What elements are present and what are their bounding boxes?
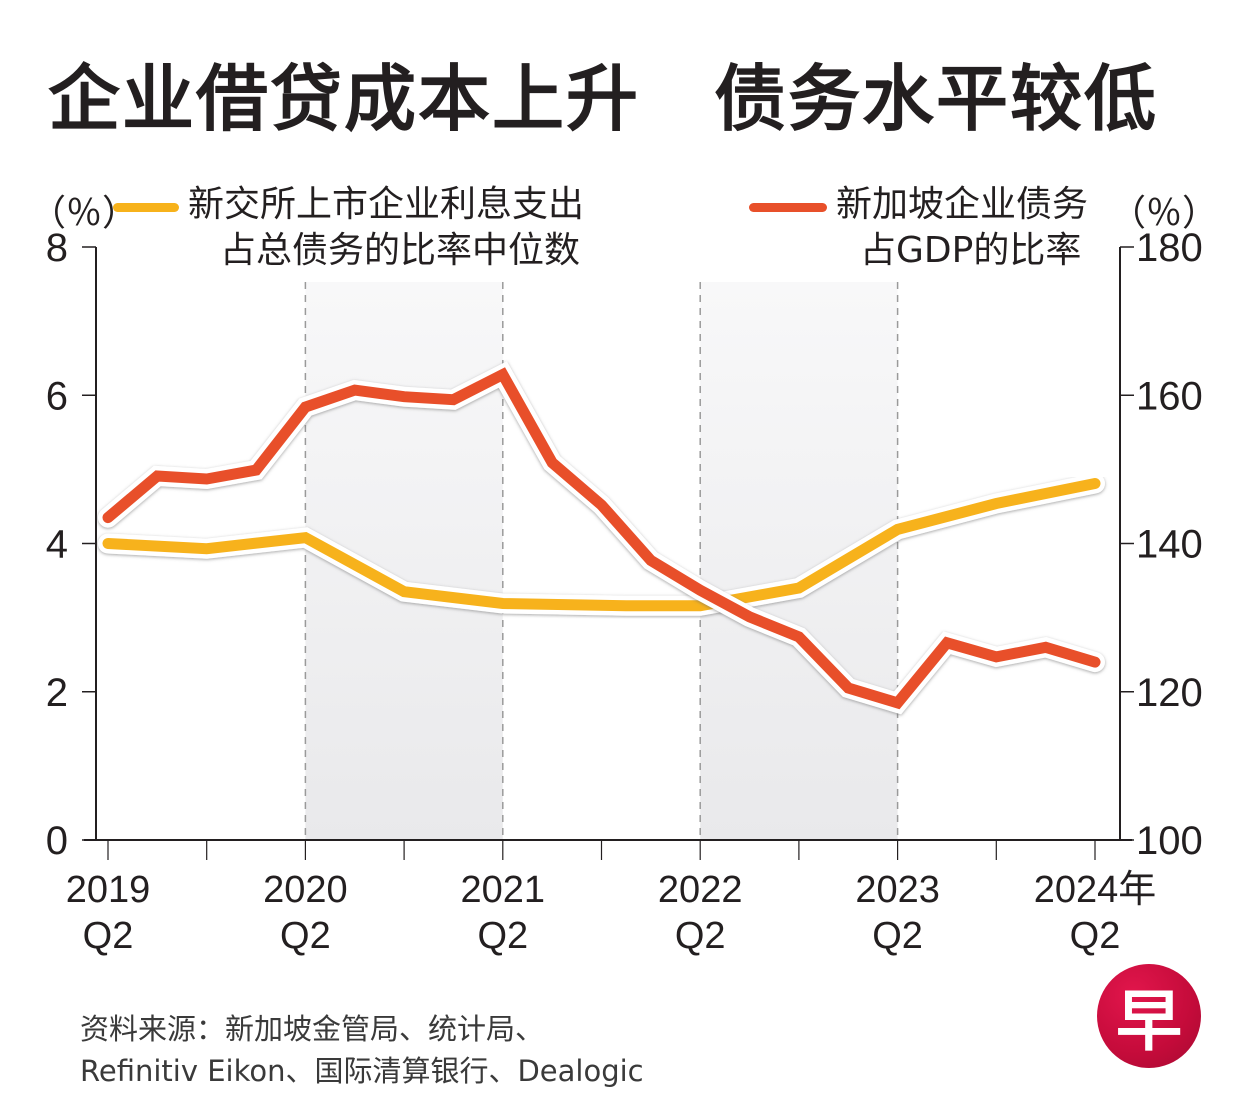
x-tick-label-year: 2021 [461,869,546,911]
x-tick-label-year: 2019 [66,869,151,911]
x-tick-label-quarter: Q2 [675,915,726,957]
shaded-period-1 [700,282,898,840]
legend-swatch-yellow [113,203,179,212]
right-tick-label: 120 [1136,671,1203,715]
x-tick-label-year: 2024年 [1034,869,1157,911]
left-tick-label: 4 [46,523,68,567]
legend-yellow-label-line1: 新交所上市企业利息支出 [188,184,585,225]
x-tick-label-year: 2023 [855,869,940,911]
left-axis-unit: （％） [30,193,139,234]
right-tick-label: 100 [1136,819,1203,863]
x-tick-label-quarter: Q2 [477,915,528,957]
logo-char: 早 [1116,982,1182,1060]
left-tick-label: 0 [46,819,68,863]
x-tick-label-quarter: Q2 [280,915,331,957]
right-tick-label: 140 [1136,523,1203,567]
x-tick-label-quarter: Q2 [872,915,923,957]
zaobao-logo: 早 [1097,964,1201,1068]
x-tick-label-year: 2022 [658,869,743,911]
legend-swatch-red [749,203,827,212]
source-note: 资料来源：新加坡金管局、统计局、 Refinitiv Eikon、国际清算银行、… [80,1008,644,1092]
left-tick-label: 6 [46,374,68,418]
left-tick-label: 2 [46,671,68,715]
legend-yellow-label-line2: 占总债务的比率中位数 [220,230,581,271]
right-tick-label: 160 [1136,374,1203,418]
x-tick-label-year: 2020 [263,869,348,911]
right-tick-label: 180 [1136,226,1203,270]
x-tick-label-quarter: Q2 [83,915,134,957]
legend-red-label-line2: 占GDP的比率 [860,230,1082,271]
chart-title: 企业借贷成本上升 债务水平较低 [48,57,1159,141]
legend-red-label-line1: 新加坡企业债务 [836,184,1089,225]
right-axis-unit: （％） [1110,193,1219,234]
left-tick-label: 8 [46,226,68,270]
x-tick-label-quarter: Q2 [1070,915,1121,957]
source-line-2: Refinitiv Eikon、国际清算银行、Dealogic [80,1054,644,1088]
source-line-1: 资料来源：新加坡金管局、统计局、 [80,1012,545,1046]
